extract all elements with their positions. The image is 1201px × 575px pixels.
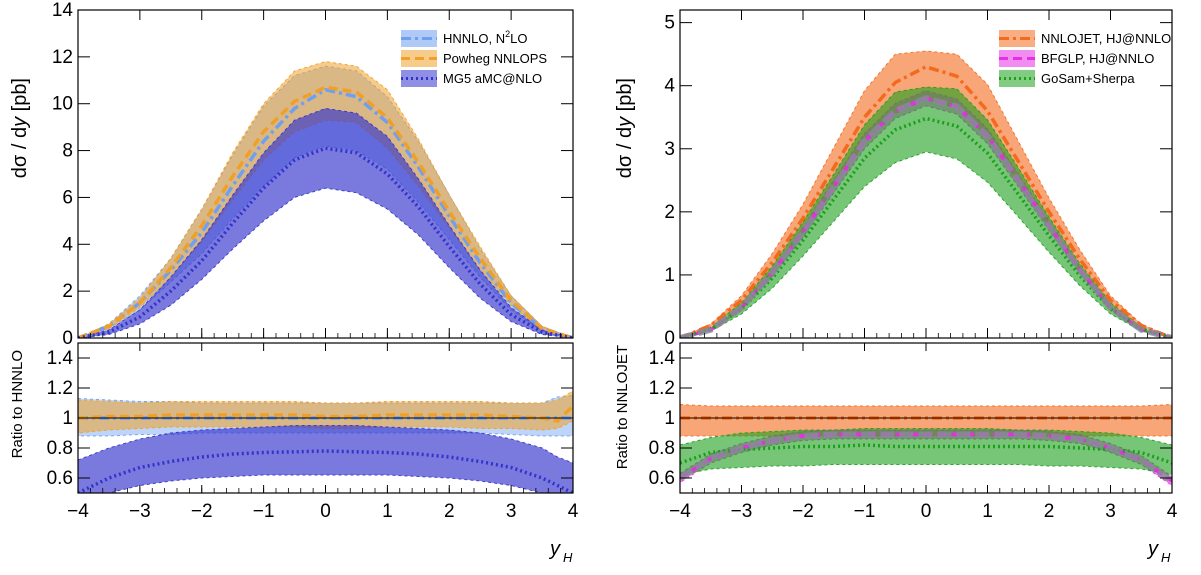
left-xlabel: y H (548, 538, 573, 565)
right-ratio-band-gosam-sherpa (680, 428, 1172, 476)
left-ratio-xtick-label: −4 (67, 501, 89, 522)
right-ratio-xtick-label: 0 (921, 501, 932, 522)
left-ratio-line-powheg-nnlops (78, 404, 573, 423)
legend-swatch-gosam (999, 70, 1035, 87)
left-main-ytick-label: 2 (62, 281, 73, 302)
right-ratio-ylabel: Ratio to NNLOJET (614, 345, 631, 469)
legend-item-nnlojet: NNLOJET, HJ@NNLO (999, 30, 1171, 47)
legend-item-powheg: Powheg NNLOPS (401, 50, 547, 67)
legend-item-gosam: GoSam+Sherpa (999, 70, 1135, 87)
left-ratio-ytick-label: 0.6 (47, 468, 73, 489)
right-ratio-xtick-label: 2 (1044, 501, 1055, 522)
left-ratio-xtick-label: −2 (191, 501, 213, 522)
left-main-ytick-label: 4 (62, 234, 73, 255)
svg-text:NNLOJET, HJ@NNLO: NNLOJET, HJ@NNLO (1041, 31, 1171, 46)
right-ratio-xtick-label: 1 (982, 501, 993, 522)
right-ratio-overlay-line (680, 431, 1172, 484)
legend-item-bfglp: BFGLP, HJ@NNLO (999, 50, 1154, 67)
right-main-ytick-label: 3 (664, 139, 675, 160)
right-ratio-xtick-label: −1 (854, 501, 876, 522)
left-ratio-ytick-label: 1.4 (47, 348, 74, 369)
right-main-overlay-line (680, 95, 1172, 338)
right-ratio-ytick-label: 0.8 (649, 438, 675, 459)
left-ratio-ytick-label: 1 (62, 408, 73, 429)
right-ratio-xtick-label: 3 (1105, 501, 1116, 522)
right-main-line-nnlojet-hj-nnlo (680, 64, 1172, 338)
svg-text:y: y (1146, 538, 1159, 560)
svg-text:MG5 aMC@NLO: MG5 aMC@NLO (443, 71, 542, 86)
right-ratio-ytick-label: 0.6 (649, 468, 675, 489)
svg-text:HNNLO, N2LO: HNNLO, N2LO (443, 29, 527, 46)
svg-text:H: H (1161, 550, 1171, 565)
right-main-ytick-label: 5 (664, 13, 675, 34)
left-ratio-ylabel: Ratio to HNNLO (9, 350, 26, 458)
right-ratio-ytick-label: 1.4 (649, 348, 676, 369)
right-ylabel: dσ / dy [pb] (614, 78, 636, 178)
right-ratio-xtick-label: −3 (731, 501, 753, 522)
left-ratio-xtick-label: 4 (568, 501, 579, 522)
left-main-band-mg5-amc-nlo (78, 107, 573, 338)
right-main-ytick-label: 2 (664, 202, 675, 223)
legend-swatch-nnlojet (999, 30, 1035, 47)
left-ratio-xtick-label: 3 (506, 501, 517, 522)
left-ratio-band-powheg-nnlops (78, 390, 573, 434)
left-main-ytick-label: 10 (52, 94, 73, 115)
left-ratio-xtick-label: 1 (382, 501, 393, 522)
right-ratio-ytick-label: 1 (664, 408, 675, 429)
left-main-ytick-label: 12 (52, 47, 73, 68)
right-ratio-xtick-label: −4 (669, 501, 691, 522)
right-xlabel: y H (1146, 538, 1171, 565)
right-main-band-gosam-sherpa (680, 86, 1172, 338)
left-main-plot: 0 2 4 6 8 10 12 14 (52, 0, 574, 349)
right-ratio-ytick-label: 1.2 (649, 378, 675, 399)
left-ratio-xtick-label: −3 (129, 501, 151, 522)
svg-text:y: y (548, 538, 561, 560)
right-main-ytick-label: 1 (664, 265, 675, 286)
svg-text:H: H (563, 550, 573, 565)
left-ratio-xtick-label: −1 (253, 501, 275, 522)
legend-swatch-mg5 (401, 70, 437, 87)
right-main-ytick-label: 4 (664, 76, 675, 97)
left-ratio-ytick-label: 0.8 (47, 438, 73, 459)
left-ratio-plot: 0.6 0.8 1 1.2 1.4 −4 −3 −2 −1 0 1 2 3 4 (47, 342, 579, 522)
svg-text:Powheg NNLOPS: Powheg NNLOPS (443, 51, 547, 66)
left-ratio-band-mg5-amc-nlo (78, 425, 573, 493)
right-main-ytick-label: 0 (664, 328, 675, 349)
left-main-line-powheg-nnlops (78, 85, 573, 338)
right-ratio-xtick-label: −2 (792, 501, 814, 522)
svg-text:GoSam+Sherpa: GoSam+Sherpa (1041, 71, 1135, 86)
left-legend: HNNLO, N2LO Powheg NNLOPS MG5 aMC@NLO (401, 29, 547, 87)
right-ratio-xtick-label: 4 (1167, 501, 1178, 522)
legend-item-mg5: MG5 aMC@NLO (401, 70, 542, 87)
left-main-ytick-label: 0 (62, 328, 73, 349)
left-ratio-line-mg5-amc-nlo (78, 449, 573, 493)
right-main-plot: 0 1 2 3 4 5 (664, 9, 1173, 349)
left-ylabel: dσ / dy [pb] (9, 78, 31, 178)
right-ratio-plot: 0.6 0.8 1 1.2 1.4 −4 −3 −2 −1 0 1 2 3 4 (649, 342, 1178, 522)
right-legend: NNLOJET, HJ@NNLO BFGLP, HJ@NNLO GoSam+Sh… (999, 30, 1171, 87)
left-main-ytick-label: 14 (52, 0, 74, 21)
left-ratio-xtick-label: 0 (320, 501, 331, 522)
legend-item-hnnlo: HNNLO, N2LO (401, 29, 527, 47)
left-main-ytick-label: 6 (62, 187, 73, 208)
left-ratio-ytick-label: 1.2 (47, 378, 73, 399)
legend-swatch-hnnlo (401, 30, 437, 47)
left-main-line-hnnlo-n-lo (78, 87, 573, 338)
svg-text:BFGLP, HJ@NNLO: BFGLP, HJ@NNLO (1041, 51, 1154, 66)
left-main-ytick-label: 8 (62, 141, 73, 162)
left-ratio-xtick-label: 2 (444, 501, 455, 522)
